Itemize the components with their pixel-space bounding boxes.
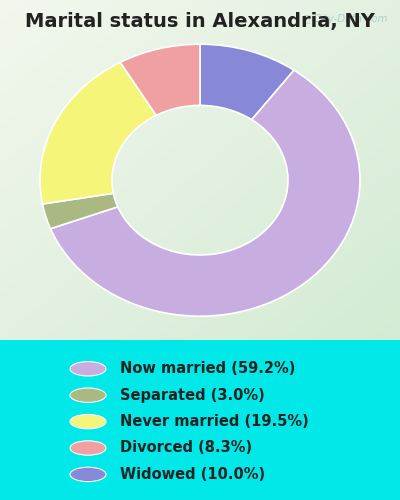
Circle shape <box>70 388 106 402</box>
Wedge shape <box>40 62 156 204</box>
Wedge shape <box>50 70 360 316</box>
Text: Now married (59.2%): Now married (59.2%) <box>120 362 295 376</box>
Text: Separated (3.0%): Separated (3.0%) <box>120 388 265 402</box>
Text: Never married (19.5%): Never married (19.5%) <box>120 414 309 429</box>
Text: Widowed (10.0%): Widowed (10.0%) <box>120 467 265 482</box>
Wedge shape <box>200 44 294 120</box>
Text: ⓘ City-Data.com: ⓘ City-Data.com <box>304 14 388 24</box>
Text: Divorced (8.3%): Divorced (8.3%) <box>120 440 252 456</box>
Circle shape <box>70 441 106 455</box>
Text: Marital status in Alexandria, NY: Marital status in Alexandria, NY <box>25 12 375 32</box>
Wedge shape <box>42 194 118 228</box>
Circle shape <box>70 414 106 429</box>
Wedge shape <box>120 44 200 116</box>
Circle shape <box>70 362 106 376</box>
Circle shape <box>70 467 106 481</box>
